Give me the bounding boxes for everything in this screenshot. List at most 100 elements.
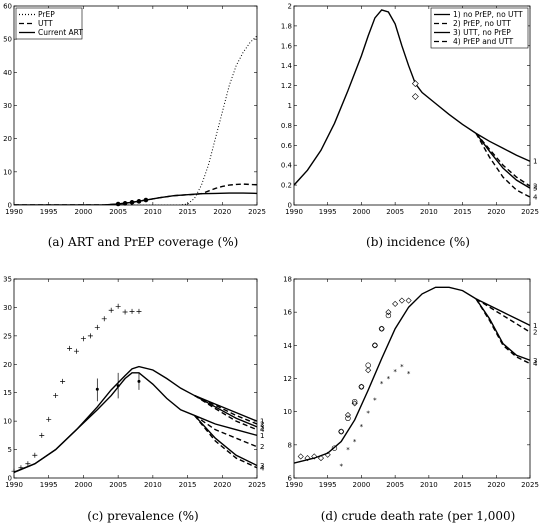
y-tick-label: 40 <box>3 69 12 77</box>
series-line <box>14 35 257 205</box>
series-line <box>475 132 530 187</box>
observed-plus <box>53 393 59 399</box>
observed-star: * <box>407 370 411 378</box>
y-tick-label: 50 <box>3 36 12 44</box>
plot-frame <box>13 278 258 479</box>
observed-plus <box>87 333 93 339</box>
observed-plus <box>18 465 24 471</box>
y-tick-label: 25 <box>3 332 12 340</box>
observed-errorbar-point <box>137 379 141 383</box>
observed-diamond <box>304 455 311 462</box>
observed-plus <box>32 452 38 458</box>
observed-star: * <box>393 368 397 376</box>
y-tick-label: 30 <box>3 304 12 312</box>
panel-b-chart: 1990 1995 2000 2005 2010 2015 2020 2025 0 0.2 0.4 0… <box>281 3 539 217</box>
series-end-label: 1 <box>533 322 537 330</box>
series-end-label: 4 <box>533 360 538 368</box>
observed-star: * <box>339 463 343 471</box>
caption-d: (d) crude death rate (per 1,000) <box>321 509 516 523</box>
series-line <box>475 132 530 189</box>
observed-diamond <box>405 297 412 304</box>
x-tick-label: 2015 <box>179 208 197 216</box>
y-tick-label: 16 <box>283 309 292 317</box>
observed-diamond <box>358 383 365 390</box>
series-end-label: 2 <box>533 329 537 337</box>
series-line <box>475 298 530 333</box>
observed-plus <box>11 468 17 474</box>
x-tick-label: 2000 <box>75 208 93 216</box>
y-tick-label: 12 <box>283 375 292 383</box>
series-line <box>194 394 257 431</box>
observed-plus <box>25 461 31 467</box>
y-tick-label: 30 <box>3 102 12 110</box>
x-tick-label: 1995 <box>40 481 58 489</box>
observed-plus <box>67 345 73 351</box>
panel-a-chart: 1990 1995 2000 2005 2010 2015 2020 2025 0 10 20 30 4… <box>3 3 266 217</box>
observed-star: * <box>387 375 391 383</box>
y-tick-label: 35 <box>3 276 12 284</box>
y-tick-label: 2 <box>288 3 292 11</box>
observed-diamond <box>398 297 405 304</box>
x-tick-label: 2010 <box>144 208 162 216</box>
legend-entry: 1) no PrEP, no UTT <box>453 10 523 19</box>
observed-circle <box>338 428 344 435</box>
observed-star: * <box>360 423 364 431</box>
x-tick-label: 1995 <box>40 208 58 216</box>
x-tick-label: 2025 <box>248 481 266 489</box>
y-tick-label: 1 <box>288 102 292 110</box>
x-tick-label: 2005 <box>109 208 127 216</box>
observed-star: * <box>353 438 357 446</box>
observed-dot <box>136 199 142 204</box>
observed-diamond <box>378 325 385 332</box>
observed-diamond <box>338 428 345 435</box>
series-line <box>193 414 257 467</box>
y-tick-label: 8 <box>288 441 292 449</box>
x-tick-label: 2000 <box>353 481 371 489</box>
observed-diamond <box>297 453 304 460</box>
observed-star: * <box>366 410 370 418</box>
observed-diamond <box>324 451 331 458</box>
observed-star: * <box>346 446 350 454</box>
legend-entry: PrEP <box>38 10 55 19</box>
observed-diamond <box>311 453 318 460</box>
y-tick-label: 1.8 <box>281 22 292 30</box>
series-line <box>14 192 257 205</box>
y-tick-label: 0.8 <box>281 122 292 130</box>
observed-circle <box>365 362 371 368</box>
observed-diamond <box>365 367 372 374</box>
y-tick-label: 0 <box>8 475 12 483</box>
y-tick-label: 20 <box>3 135 12 143</box>
y-tick-label: 5 <box>8 446 12 454</box>
x-tick-label: 2020 <box>213 208 231 216</box>
observed-circle <box>372 342 378 349</box>
observed-star: * <box>380 380 384 388</box>
series-line <box>475 133 530 198</box>
observed-diamond <box>385 309 392 316</box>
y-tick-label: 0.2 <box>281 182 292 190</box>
x-tick-label: 2000 <box>75 481 93 489</box>
observed-plus <box>39 432 45 438</box>
series-line <box>475 298 530 327</box>
observed-diamond <box>371 342 378 349</box>
x-tick-label: 2020 <box>487 208 505 216</box>
series-end-label: 2 <box>533 183 537 191</box>
x-tick-label: 2010 <box>420 481 438 489</box>
observed-plus <box>136 308 142 314</box>
observed-diamond <box>317 455 324 462</box>
observed-plus <box>94 324 100 330</box>
series-end-label: 3 <box>260 462 264 470</box>
series-end-label: 1 <box>260 432 264 440</box>
base-line-base_lower <box>14 372 195 473</box>
observed-diamond <box>392 300 399 307</box>
series-end-label: 4 <box>533 194 538 202</box>
x-tick-label: 2005 <box>386 208 404 216</box>
observed-diamond <box>411 93 419 100</box>
y-tick-label: 14 <box>283 342 292 350</box>
x-tick-label: 2010 <box>144 481 162 489</box>
y-tick-label: 60 <box>3 3 12 11</box>
observed-plus <box>101 316 107 322</box>
y-tick-label: 10 <box>3 418 12 426</box>
caption-b: (b) incidence (%) <box>366 235 470 249</box>
observed-circle <box>385 312 392 319</box>
